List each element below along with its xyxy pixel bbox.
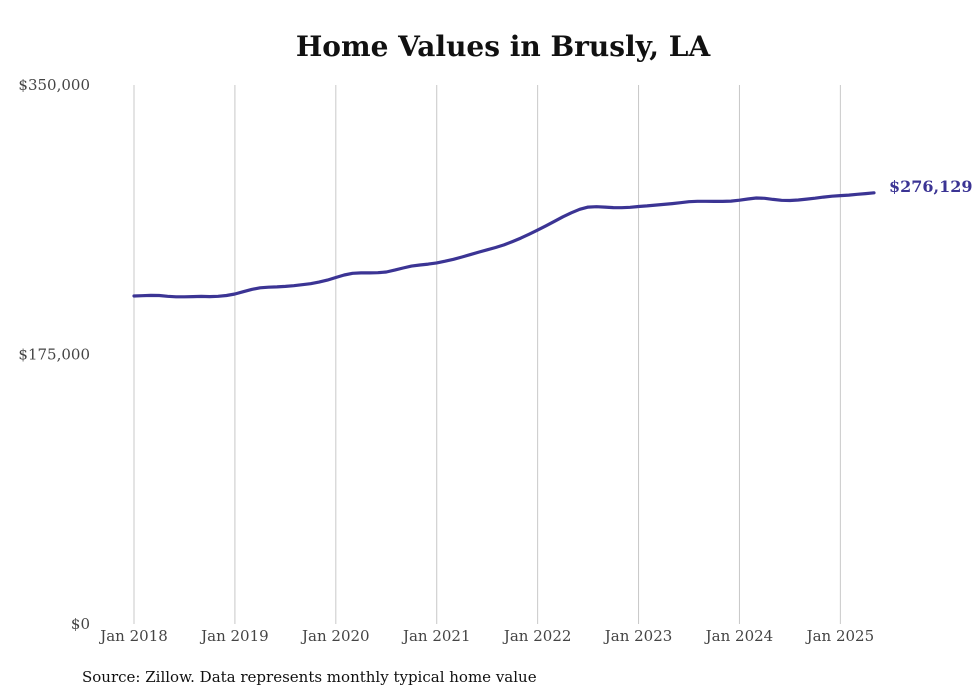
y-axis-tick-labels: $0 $175,000 $350,000 — [18, 76, 90, 633]
x-tick-label: Jan 2019 — [199, 627, 269, 645]
x-tick-label: Jan 2024 — [704, 627, 774, 645]
series-home-value — [132, 191, 876, 299]
end-value-labels: $276,129 — [889, 177, 973, 196]
x-tick-label: Jan 2022 — [502, 627, 572, 645]
vertical-gridlines — [133, 85, 841, 624]
x-tick-label: Jan 2018 — [98, 627, 168, 645]
y-tick-label: $175,000 — [18, 346, 90, 364]
x-tick-label: Jan 2025 — [805, 627, 875, 645]
end-value-label: $276,129 — [889, 177, 973, 196]
source-note: Source: Zillow. Data represents monthly … — [82, 668, 537, 686]
chart-title: Home Values in Brusly, LA — [295, 30, 711, 63]
x-tick-label: Jan 2021 — [401, 627, 471, 645]
x-axis-tick-labels: Jan 2018 Jan 2019 Jan 2020 Jan 2021 Jan 2022… — [98, 627, 874, 645]
x-tick-label: Jan 2023 — [603, 627, 673, 645]
x-tick-label: Jan 2020 — [300, 627, 370, 645]
series-line — [132, 191, 876, 299]
y-tick-label: $0 — [71, 615, 90, 633]
y-tick-label: $350,000 — [18, 76, 90, 94]
